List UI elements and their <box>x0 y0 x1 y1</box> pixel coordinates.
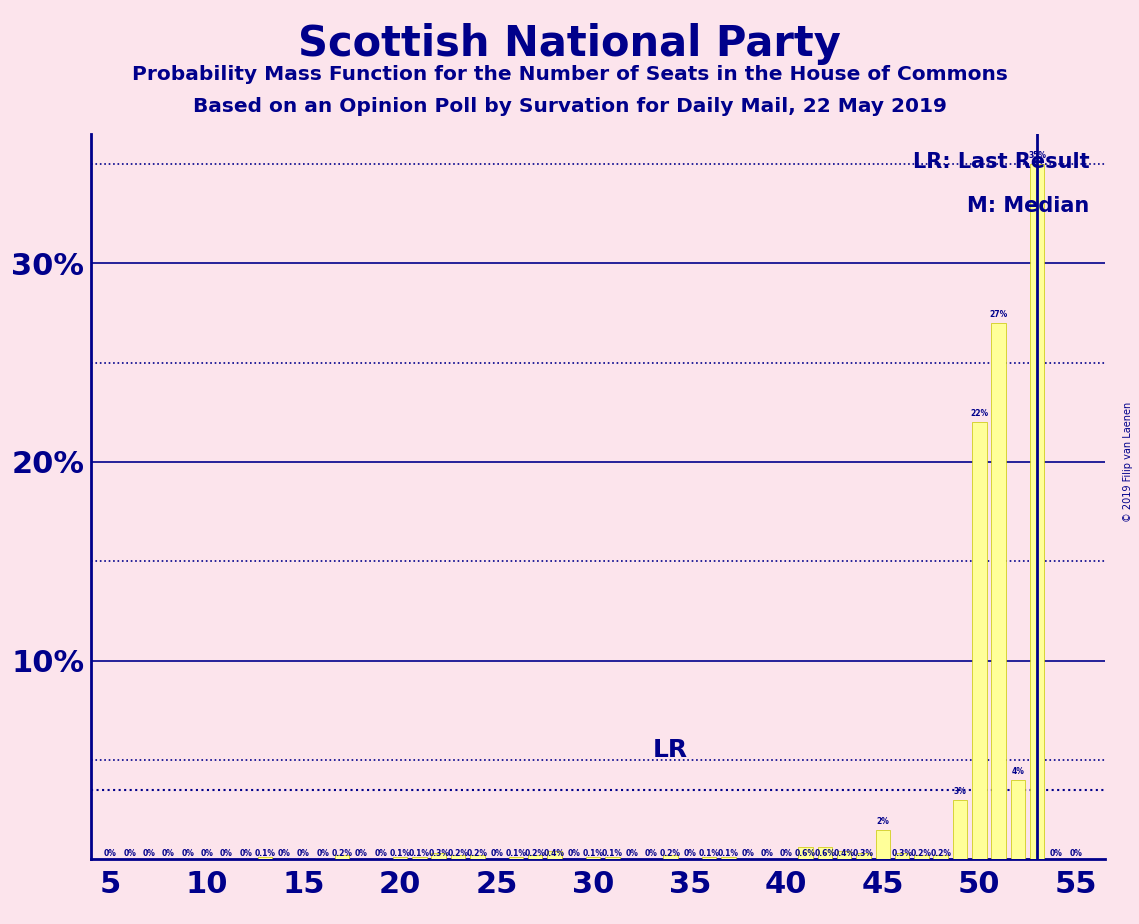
Bar <box>585 857 600 859</box>
Text: 0%: 0% <box>104 849 117 858</box>
Bar <box>721 857 736 859</box>
Text: 0.1%: 0.1% <box>390 849 410 858</box>
Bar <box>470 856 484 859</box>
Text: Based on an Opinion Poll by Survation for Daily Mail, 22 May 2019: Based on an Opinion Poll by Survation fo… <box>192 97 947 116</box>
Text: 0%: 0% <box>1050 849 1063 858</box>
Bar <box>257 857 272 859</box>
Text: 0.2%: 0.2% <box>525 849 546 858</box>
Text: 0%: 0% <box>317 849 329 858</box>
Text: 0%: 0% <box>278 849 290 858</box>
Text: 0.1%: 0.1% <box>409 849 429 858</box>
Bar <box>972 422 986 859</box>
Bar <box>663 856 678 859</box>
Text: 0%: 0% <box>625 849 638 858</box>
Text: 0%: 0% <box>683 849 696 858</box>
Text: 27%: 27% <box>990 310 1008 319</box>
Text: 0%: 0% <box>490 849 503 858</box>
Bar <box>837 851 852 859</box>
Text: 0.6%: 0.6% <box>814 849 835 858</box>
Text: 35%: 35% <box>1029 151 1047 160</box>
Bar <box>915 856 928 859</box>
Text: 0.2%: 0.2% <box>659 849 681 858</box>
Bar <box>991 322 1006 859</box>
Bar <box>1030 164 1044 859</box>
Text: 0.2%: 0.2% <box>467 849 487 858</box>
Text: 4%: 4% <box>1011 767 1024 776</box>
Bar <box>412 857 427 859</box>
Bar <box>818 847 833 859</box>
Bar <box>702 857 716 859</box>
Text: 0.3%: 0.3% <box>428 849 449 858</box>
Text: Probability Mass Function for the Number of Seats in the House of Commons: Probability Mass Function for the Number… <box>132 65 1007 84</box>
Text: 0.1%: 0.1% <box>718 849 739 858</box>
Bar <box>605 857 620 859</box>
Bar <box>528 856 542 859</box>
Text: 0%: 0% <box>780 849 793 858</box>
Text: 0.6%: 0.6% <box>795 849 816 858</box>
Text: 0%: 0% <box>297 849 310 858</box>
Text: 0.2%: 0.2% <box>911 849 932 858</box>
Text: © 2019 Filip van Laenen: © 2019 Filip van Laenen <box>1123 402 1133 522</box>
Text: 0.3%: 0.3% <box>892 849 912 858</box>
Text: 0.1%: 0.1% <box>506 849 526 858</box>
Text: 0%: 0% <box>645 849 657 858</box>
Text: 0.3%: 0.3% <box>853 849 874 858</box>
Text: 0%: 0% <box>162 849 174 858</box>
Bar <box>857 854 870 859</box>
Text: 0%: 0% <box>761 849 773 858</box>
Text: 0%: 0% <box>375 849 387 858</box>
Bar <box>1010 780 1025 859</box>
Text: 0%: 0% <box>567 849 580 858</box>
Text: 0.2%: 0.2% <box>331 849 353 858</box>
Bar <box>451 856 465 859</box>
Text: 0.1%: 0.1% <box>601 849 623 858</box>
Text: 0.1%: 0.1% <box>698 849 720 858</box>
Bar <box>798 847 813 859</box>
Bar <box>335 856 350 859</box>
Text: 0%: 0% <box>181 849 194 858</box>
Text: 0%: 0% <box>741 849 754 858</box>
Text: LR: LR <box>653 738 688 762</box>
Text: 0.1%: 0.1% <box>583 849 604 858</box>
Bar <box>393 857 408 859</box>
Text: Scottish National Party: Scottish National Party <box>298 23 841 65</box>
Text: M: Median: M: Median <box>967 196 1090 215</box>
Bar <box>934 856 948 859</box>
Bar <box>432 854 446 859</box>
Text: 0%: 0% <box>123 849 137 858</box>
Text: LR: Last Result: LR: Last Result <box>913 152 1090 172</box>
Text: 3%: 3% <box>953 786 967 796</box>
Text: 0%: 0% <box>200 849 213 858</box>
Text: 0%: 0% <box>220 849 232 858</box>
Text: 0.4%: 0.4% <box>544 849 565 858</box>
Bar <box>876 830 890 859</box>
Text: 0.4%: 0.4% <box>834 849 854 858</box>
Bar <box>548 851 562 859</box>
Text: 0.1%: 0.1% <box>254 849 276 858</box>
Text: 0%: 0% <box>355 849 368 858</box>
Text: 0.2%: 0.2% <box>448 849 468 858</box>
Text: 0.2%: 0.2% <box>931 849 951 858</box>
Bar <box>952 799 967 859</box>
Text: 2%: 2% <box>876 817 890 825</box>
Text: 22%: 22% <box>970 409 989 419</box>
Text: 0%: 0% <box>142 849 156 858</box>
Bar <box>895 854 909 859</box>
Text: 0%: 0% <box>239 849 252 858</box>
Bar <box>509 857 523 859</box>
Text: 0%: 0% <box>1070 849 1082 858</box>
